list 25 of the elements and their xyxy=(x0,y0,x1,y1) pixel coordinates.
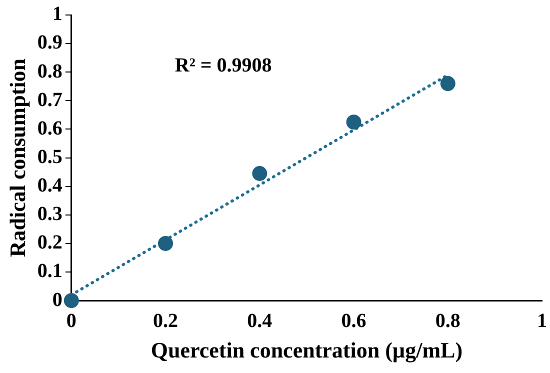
y-tick-label: 0.1 xyxy=(37,260,62,282)
y-tick-label: 0.4 xyxy=(37,174,62,197)
x-axis-title: Quercetin concentration (µg/mL) xyxy=(150,337,463,362)
x-tick-label: 1 xyxy=(537,310,547,332)
x-tick-label: 0.8 xyxy=(435,310,460,332)
y-tick-label: 1 xyxy=(52,3,62,26)
x-tick-label: 0.4 xyxy=(247,310,272,332)
y-tick-label: 0.3 xyxy=(37,203,62,226)
y-tick-label: 0.8 xyxy=(37,60,62,82)
point xyxy=(158,236,174,251)
y-tick-label: 0.7 xyxy=(37,88,62,111)
point xyxy=(440,76,456,92)
x-tick-label: 0.6 xyxy=(341,310,366,332)
y-tick-label: 0.2 xyxy=(37,232,62,254)
annotation: R² = 0.9908 xyxy=(174,54,272,77)
y-axis-title: Radical consumption xyxy=(4,58,30,258)
y-tick-label: 0 xyxy=(52,288,62,311)
y-tick-label: 0.5 xyxy=(37,146,62,168)
y-tick-label: 0.6 xyxy=(37,117,62,140)
x-tick-label: 0 xyxy=(66,310,76,332)
point xyxy=(64,293,79,308)
y-tick-label: 0.9 xyxy=(37,32,62,54)
point xyxy=(346,114,362,130)
point xyxy=(252,166,268,182)
x-tick-label: 0.2 xyxy=(153,310,178,332)
